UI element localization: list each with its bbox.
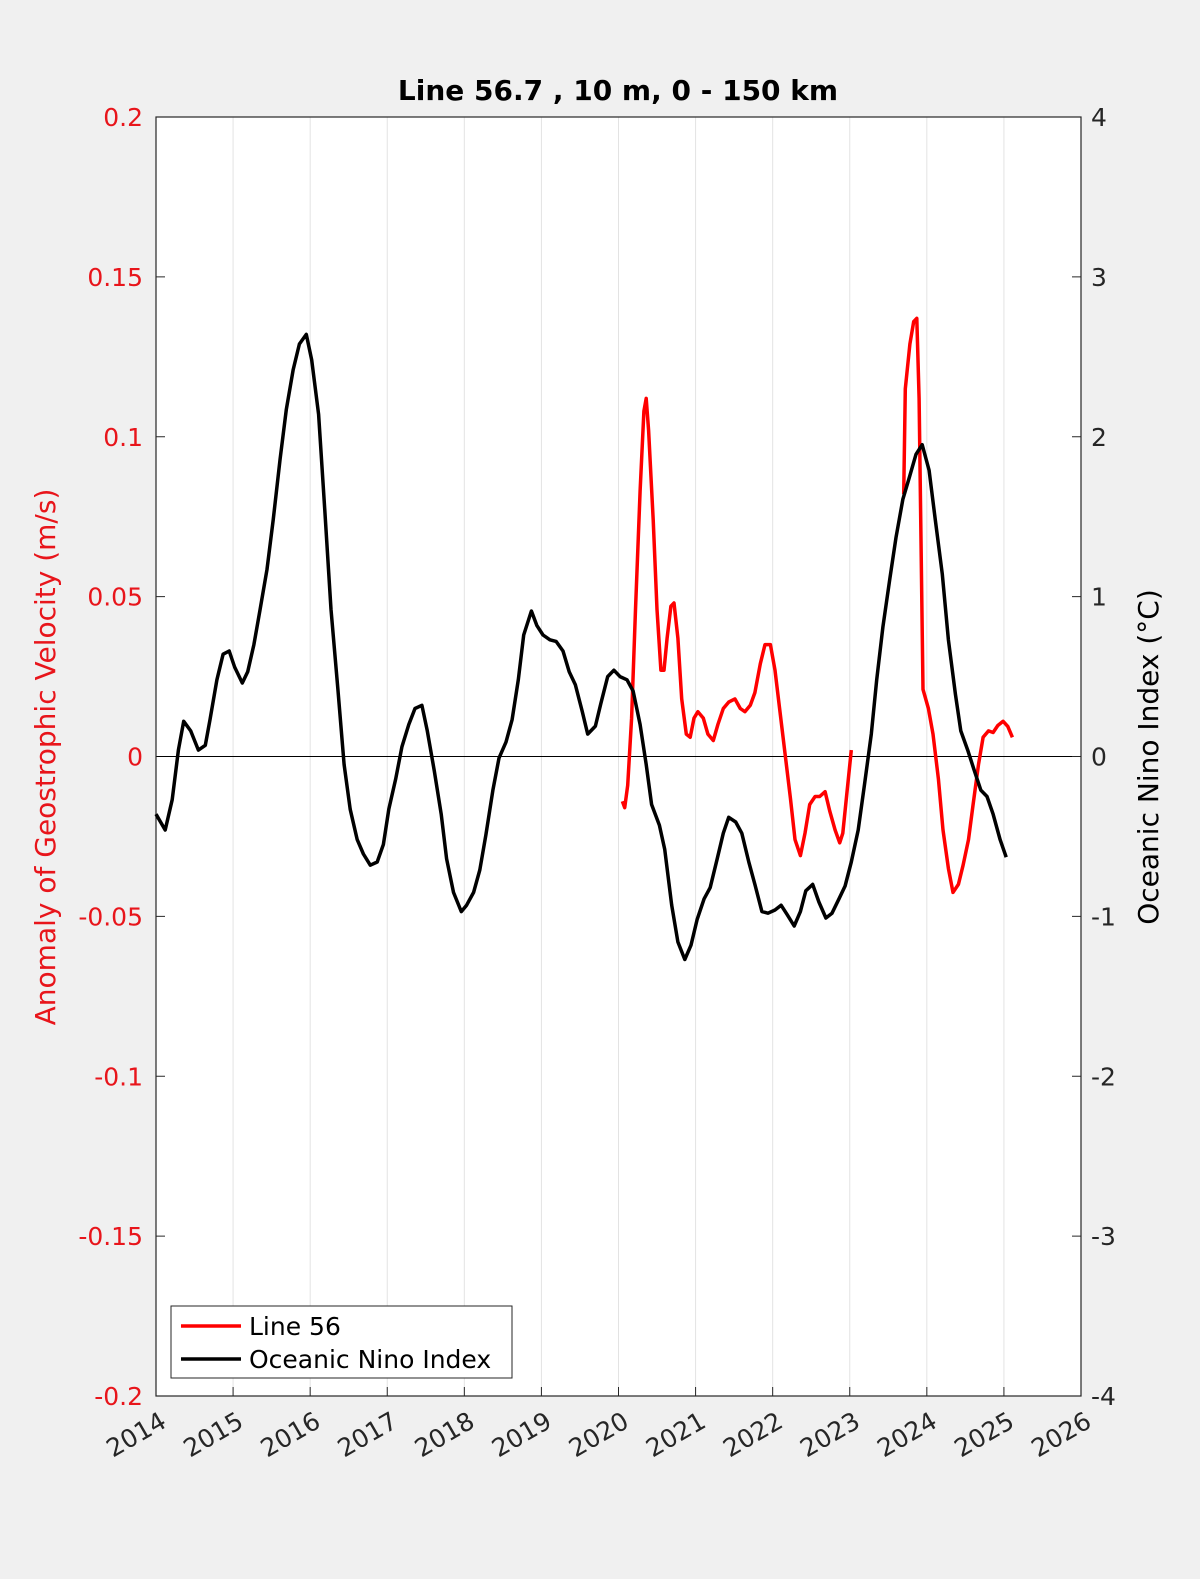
y-tick-label: 0: [127, 743, 143, 772]
y-tick-label: -0.05: [78, 902, 143, 931]
y2-tick-label: -4: [1091, 1382, 1116, 1411]
y2-axis-label: Oceanic Nino Index (°C): [1132, 589, 1165, 925]
y2-tick-label: -1: [1091, 902, 1116, 931]
y2-tick-label: 1: [1091, 583, 1107, 612]
x-tick-label: 2022: [718, 1406, 788, 1463]
x-tick-label: 2021: [641, 1406, 711, 1463]
y-tick-label: 0.05: [87, 583, 143, 612]
y2-tick-label: 2: [1091, 423, 1107, 452]
y2-tick-label: -2: [1091, 1062, 1116, 1091]
y-tick-label: -0.2: [94, 1382, 143, 1411]
legend-label: Oceanic Nino Index: [249, 1345, 491, 1374]
x-tick-label: 2014: [101, 1406, 171, 1463]
x-tick-label: 2020: [564, 1406, 634, 1463]
series-line: [154, 332, 1008, 962]
y-tick-label: 0.2: [103, 103, 143, 132]
y2-tick-label: 0: [1091, 743, 1107, 772]
x-tick-label: 2015: [178, 1406, 248, 1463]
y-tick-label: 0.1: [103, 423, 143, 452]
y-tick-label: -0.1: [94, 1062, 143, 1091]
series-line: [620, 316, 1015, 895]
legend-box: [170, 1305, 513, 1379]
x-tick-label: 2023: [795, 1406, 865, 1463]
y-tick-label: 0.15: [87, 263, 143, 292]
y2-tick-label: 3: [1091, 263, 1107, 292]
x-tick-label: 2025: [949, 1406, 1019, 1463]
y2-tick-label: -3: [1091, 1222, 1116, 1251]
x-tick-label: 2016: [256, 1406, 326, 1463]
axes-box: [155, 116, 1082, 1397]
y2-tick-label: 4: [1091, 103, 1107, 132]
legend-label: Line 56: [249, 1312, 341, 1341]
x-tick-label: 2017: [333, 1406, 403, 1463]
x-tick-label: 2018: [410, 1406, 480, 1463]
y-axis-label: Anomaly of Geostrophic Velocity (m/s): [29, 489, 62, 1026]
x-tick-label: 2019: [487, 1406, 557, 1463]
chart-title: Line 56.7 , 10 m, 0 - 150 km: [398, 74, 838, 107]
x-tick-label: 2026: [1026, 1406, 1096, 1463]
y-tick-label: -0.15: [78, 1222, 143, 1251]
x-tick-label: 2024: [872, 1406, 942, 1463]
